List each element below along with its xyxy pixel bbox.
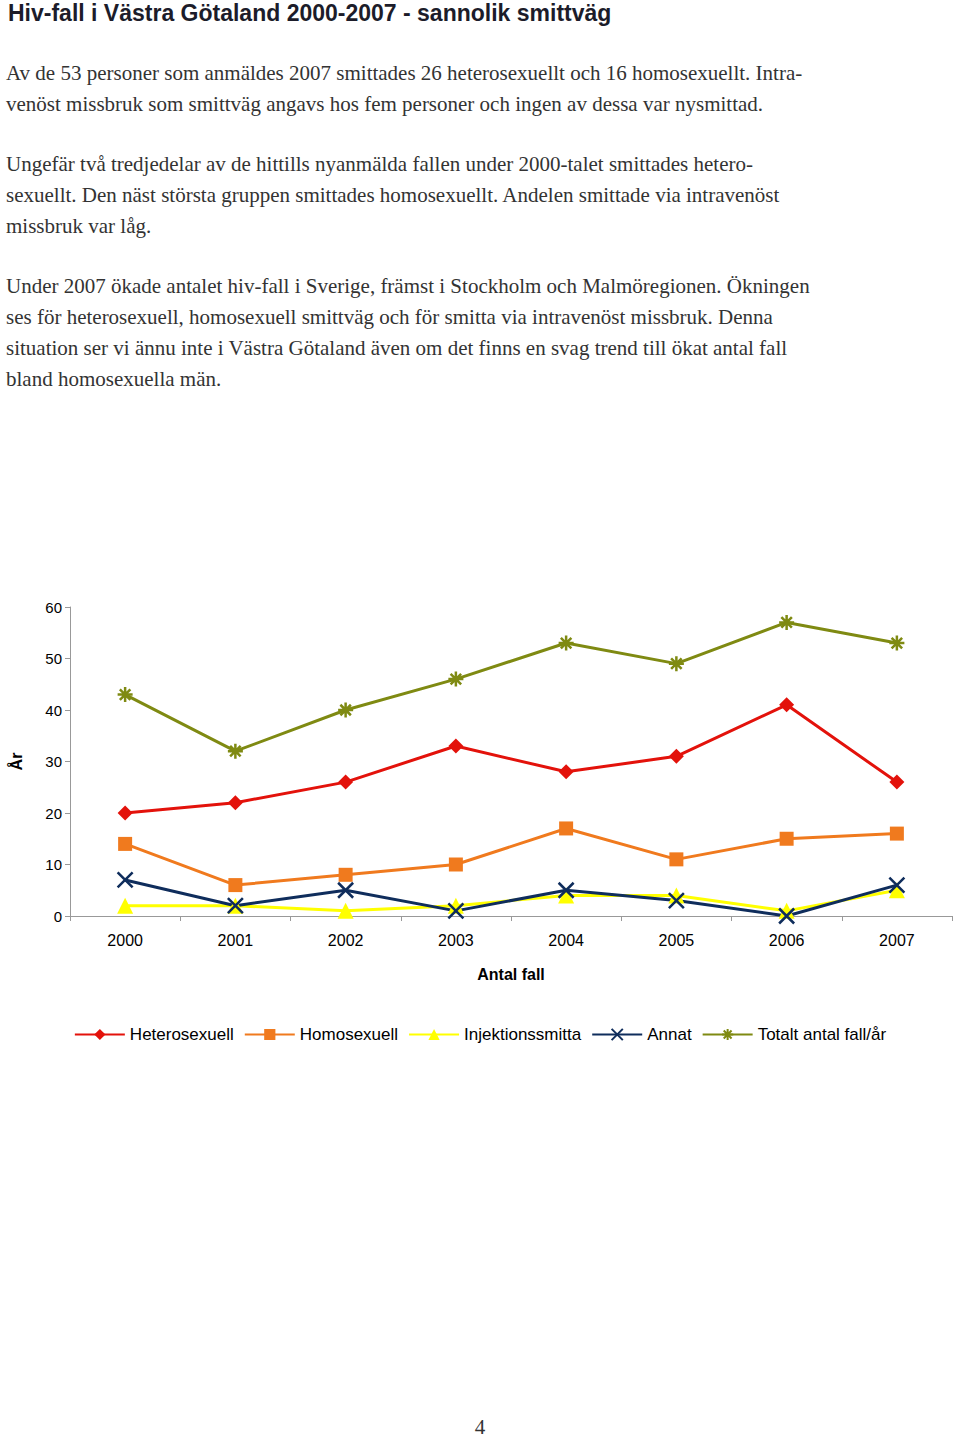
html-text:situation ser vi ännu inte i V: situation ser vi ännu inte i Västra Göta… [6, 336, 788, 360]
svg-text:Annat: Annat [647, 1025, 692, 1044]
svg-text:Injektionssmitta: Injektionssmitta [464, 1025, 582, 1044]
svg-text:60: 60 [45, 599, 62, 616]
svg-text:2006: 2006 [769, 932, 805, 949]
svg-text:2005: 2005 [659, 932, 695, 949]
svg-text:År: År [7, 753, 25, 771]
svg-text:50: 50 [45, 650, 62, 667]
svg-text:20: 20 [45, 805, 62, 822]
svg-text:30: 30 [45, 753, 62, 770]
svg-text:0: 0 [54, 908, 62, 925]
svg-text:Heterosexuell: Heterosexuell [130, 1025, 234, 1044]
svg-text:Totalt antal fall/år: Totalt antal fall/år [758, 1025, 887, 1044]
html-text:ses för heterosexuell, homosex: ses för heterosexuell, homosexuell smitt… [6, 305, 773, 329]
svg-text:2004: 2004 [548, 932, 584, 949]
html-text:Under 2007 ökade antalet hiv-f: Under 2007 ökade antalet hiv-fall i Sver… [6, 274, 810, 298]
html-text:bland homosexuella män.: bland homosexuella män. [6, 367, 222, 391]
svg-text:2003: 2003 [438, 932, 474, 949]
html-text:Av de 53 personer som anmäldes: Av de 53 personer som anmäldes 2007 smit… [6, 61, 803, 85]
html-text:Ungefär två tredjedelar av de: Ungefär två tredjedelar av de hittills n… [6, 152, 753, 176]
svg-text:2000: 2000 [107, 932, 143, 949]
html-text:4: 4 [474, 1415, 486, 1439]
html-text:venöst missbruk som smittväg a: venöst missbruk som smittväg angavs hos … [6, 92, 763, 116]
svg-text:10: 10 [45, 856, 62, 873]
svg-text:40: 40 [45, 702, 62, 719]
html-text:missbruk var låg.: missbruk var låg. [6, 214, 152, 238]
html-text:sexuellt. Den näst största gru: sexuellt. Den näst största gruppen smitt… [6, 183, 780, 207]
svg-text:2001: 2001 [218, 932, 254, 949]
svg-text:Homosexuell: Homosexuell [300, 1025, 398, 1044]
html-text:Hiv-fall i Västra Götaland 200: Hiv-fall i Västra Götaland 2000-2007 - s… [8, 0, 612, 26]
svg-text:Antal fall: Antal fall [477, 966, 545, 983]
svg-text:2002: 2002 [328, 932, 364, 949]
svg-text:2007: 2007 [879, 932, 915, 949]
